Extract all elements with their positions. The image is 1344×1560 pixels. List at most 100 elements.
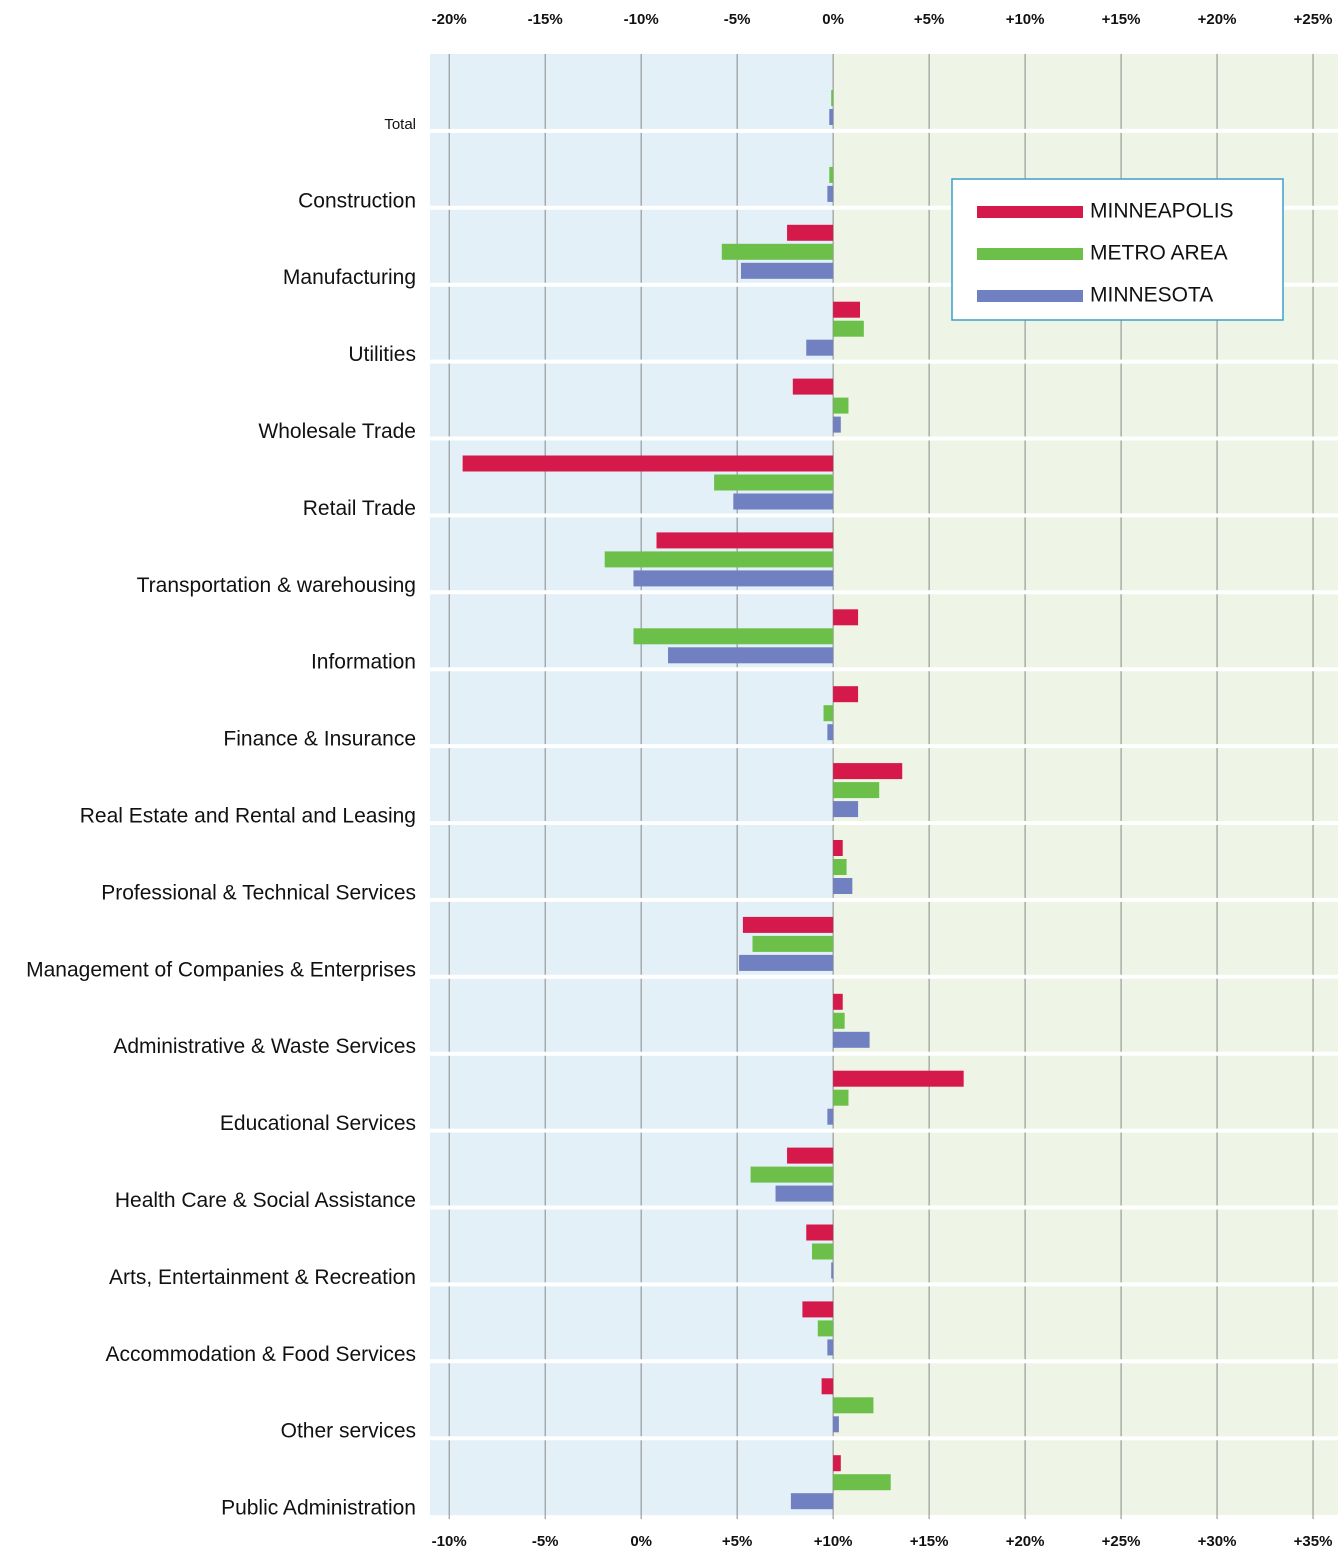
category-label: Construction — [298, 189, 416, 212]
x2-tick-label: +30% — [1198, 1533, 1237, 1550]
category-label: Health Care & Social Assistance — [115, 1189, 416, 1212]
bar — [833, 993, 843, 1010]
bar — [668, 647, 834, 664]
x-tick-label: +15% — [1102, 11, 1141, 28]
negative-background — [430, 54, 834, 1516]
bar — [775, 1185, 834, 1202]
bar — [833, 1455, 841, 1472]
x2-tick-label: +20% — [1006, 1533, 1045, 1550]
bar — [633, 628, 834, 645]
category-label: Administrative & Waste Services — [113, 1035, 416, 1058]
category-label: Total — [384, 116, 416, 133]
bar — [806, 339, 834, 356]
category-label: Professional & Technical Services — [101, 881, 416, 904]
category-label: Management of Companies & Enterprises — [26, 958, 416, 981]
legend-label: MINNESOTA — [1090, 284, 1213, 307]
x-tick-label: -20% — [432, 11, 467, 28]
bar — [833, 782, 880, 799]
bar — [827, 724, 834, 741]
category-label: Retail Trade — [303, 497, 416, 520]
bar — [833, 1012, 845, 1029]
bar — [817, 1320, 834, 1337]
bar — [787, 224, 834, 241]
bar — [821, 1378, 834, 1395]
category-label: Real Estate and Rental and Leasing — [80, 805, 416, 828]
bar — [812, 1243, 834, 1260]
x2-tick-label: +15% — [910, 1533, 949, 1550]
legend-label: MINNEAPOLIS — [1090, 200, 1234, 223]
bar — [739, 954, 834, 971]
category-label: Educational Services — [220, 1112, 416, 1135]
bar — [833, 878, 853, 894]
category-label: Wholesale Trade — [258, 420, 416, 443]
legend-swatch — [977, 248, 1083, 260]
bar — [833, 397, 849, 414]
bar — [833, 686, 859, 703]
bar — [833, 1397, 874, 1414]
bar — [827, 1108, 834, 1125]
bar — [656, 532, 834, 549]
x2-tick-label: 0% — [630, 1533, 652, 1550]
x-tick-label: 0% — [822, 11, 844, 28]
category-label: Other services — [281, 1420, 416, 1443]
bar — [833, 320, 864, 337]
bar — [633, 570, 834, 587]
bar — [806, 1224, 834, 1241]
bar — [833, 1474, 891, 1491]
bar — [742, 916, 834, 933]
category-label: Public Administration — [221, 1497, 416, 1520]
category-label: Utilities — [348, 343, 416, 366]
bar — [833, 801, 859, 818]
category-label: Information — [311, 651, 416, 674]
bar — [829, 109, 834, 125]
bar — [827, 1339, 834, 1356]
x2-tick-label: +5% — [722, 1533, 752, 1550]
x-tick-label: +5% — [914, 11, 944, 28]
bar — [823, 705, 834, 722]
x-tick-label: -5% — [724, 11, 751, 28]
bar — [790, 1493, 834, 1510]
legend: MINNEAPOLIS METRO AREA MINNESOTA — [951, 178, 1284, 321]
bar — [792, 378, 834, 395]
bar — [831, 1262, 834, 1279]
category-label: Transportation & warehousing — [137, 574, 416, 597]
x2-tick-label: +10% — [814, 1533, 853, 1550]
bar — [833, 859, 847, 875]
category-label: Manufacturing — [283, 266, 416, 289]
bar — [462, 455, 834, 472]
category-label: Finance & Insurance — [223, 728, 416, 751]
bar — [604, 551, 834, 568]
bar — [802, 1301, 834, 1318]
bar — [733, 493, 834, 510]
bar — [833, 1070, 964, 1087]
bar — [833, 763, 903, 780]
x-tick-label: +10% — [1006, 11, 1045, 28]
bar — [827, 185, 834, 202]
x2-tick-label: +35% — [1294, 1533, 1333, 1550]
bar — [721, 243, 834, 260]
bar — [833, 416, 841, 433]
bar — [831, 90, 834, 106]
bar — [787, 1147, 834, 1164]
x-tick-label: +20% — [1198, 11, 1237, 28]
x-tick-label: -15% — [528, 11, 563, 28]
legend-swatch — [977, 206, 1083, 218]
bar — [740, 262, 834, 279]
x2-tick-label: +25% — [1102, 1533, 1141, 1550]
category-label: Arts, Entertainment & Recreation — [109, 1266, 416, 1289]
x2-tick-label: -5% — [532, 1533, 559, 1550]
category-label: Accommodation & Food Services — [106, 1343, 416, 1366]
bar — [750, 1166, 834, 1183]
legend-label: METRO AREA — [1090, 242, 1228, 265]
bar — [833, 1089, 849, 1106]
bar — [833, 301, 861, 318]
bar — [714, 474, 834, 491]
bar — [833, 609, 859, 626]
bar — [833, 1031, 870, 1048]
x-tick-label: +25% — [1294, 11, 1333, 28]
bar — [833, 840, 843, 856]
x2-tick-label: -10% — [432, 1533, 467, 1550]
bar — [752, 935, 834, 952]
bar — [833, 1416, 839, 1433]
